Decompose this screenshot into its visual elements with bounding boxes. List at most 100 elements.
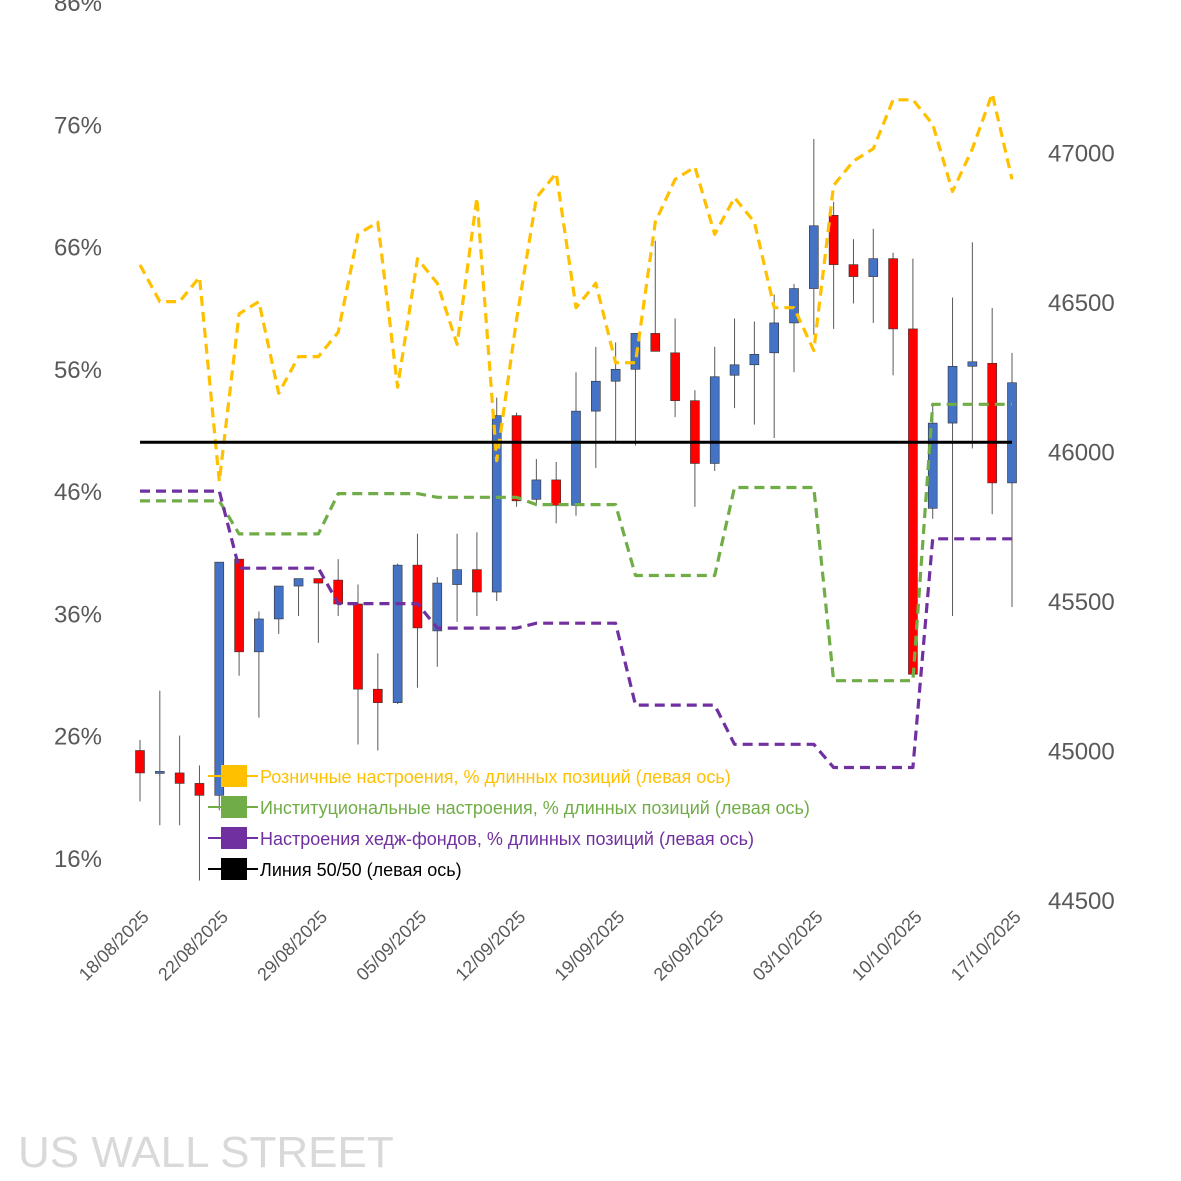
right-tick-label: 45500 [1048, 589, 1115, 616]
candle-body [868, 258, 879, 277]
legend-swatch [221, 858, 247, 880]
candle-body [194, 783, 205, 796]
legend-swatch [221, 796, 247, 818]
left-tick-label: 26% [54, 724, 102, 751]
candle-body [214, 561, 225, 796]
candle-body [551, 479, 561, 506]
left-tick-label: 16% [54, 846, 102, 873]
x-tick-label: 29/08/2025 [253, 907, 331, 985]
candle [908, 258, 918, 678]
candle-body [293, 578, 304, 587]
candle-body [709, 376, 720, 464]
legend-label: Линия 50/50 (левая ось) [260, 860, 462, 880]
candle [472, 532, 482, 616]
candle [452, 533, 462, 622]
candle [1007, 352, 1017, 607]
right-tick-label: 44500 [1048, 888, 1115, 915]
candle-body [809, 225, 819, 289]
candle [789, 284, 799, 373]
x-tick-label: 10/10/2025 [848, 907, 926, 985]
candle [254, 611, 264, 718]
candle-body [472, 569, 482, 593]
candle-body [888, 258, 898, 330]
candle-body [571, 410, 581, 506]
candle [194, 765, 205, 881]
candle-body [452, 569, 462, 585]
candle [392, 563, 403, 705]
candle [293, 578, 304, 616]
candle [333, 559, 343, 616]
candle-body [749, 354, 760, 366]
sentiment-lines [138, 92, 1014, 770]
candle-body [591, 380, 601, 412]
candle-body [828, 214, 839, 265]
legend-entry-hedge: Настроения хедж-фондов, % длинных позици… [208, 827, 754, 849]
left-tick-label: 66% [54, 235, 102, 262]
candle [729, 318, 740, 409]
candle [571, 372, 581, 516]
legend-entry-fifty: Линия 50/50 (левая ось) [208, 858, 462, 880]
candle [313, 578, 324, 643]
left-tick-label: 36% [54, 601, 102, 628]
candle [174, 735, 185, 826]
candlestick-series [135, 139, 1017, 881]
candle [828, 201, 839, 329]
candle [214, 561, 225, 811]
candle [491, 397, 502, 601]
candle-body [254, 618, 264, 653]
candle [353, 584, 363, 745]
right-tick-label: 46000 [1048, 440, 1115, 467]
candle [155, 690, 165, 826]
x-tick-label: 26/09/2025 [650, 907, 728, 985]
candle-body [630, 333, 641, 370]
candle [412, 533, 423, 688]
candle [709, 346, 720, 471]
legend-label: Институциональные настроения, % длинных … [260, 798, 810, 818]
candle-body [769, 322, 779, 354]
candle-body [135, 750, 145, 774]
right-tick-label: 46500 [1048, 290, 1115, 317]
candle [670, 318, 680, 418]
left-tick-label: 56% [54, 357, 102, 384]
candle [273, 585, 284, 634]
legend-label: Розничные настроения, % длинных позиций … [260, 767, 731, 787]
candle [809, 139, 819, 335]
candle [551, 461, 561, 524]
candle [749, 321, 760, 425]
left-axis: 16% 26% 36% 46% 56% 66% 76% 86% [54, 0, 102, 873]
candle [591, 346, 601, 468]
hedge-sentiment-line [140, 489, 1012, 770]
candle-body [848, 264, 859, 277]
candle [769, 294, 779, 439]
candle [987, 307, 997, 515]
candle-body [729, 364, 740, 376]
candle [234, 558, 244, 676]
candle-body [789, 288, 799, 324]
x-tick-label: 05/09/2025 [352, 907, 430, 985]
candle-body [650, 333, 661, 352]
candle-body [353, 603, 363, 690]
candle [967, 242, 978, 449]
legend-label: Настроения хедж-фондов, % длинных позици… [260, 829, 754, 849]
candle-body [967, 361, 978, 367]
candle [432, 577, 443, 667]
candle-body [491, 415, 502, 593]
candle-body [947, 365, 958, 424]
candle-body [432, 582, 443, 632]
right-axis: 44500 45000 45500 46000 46500 47000 [1048, 141, 1115, 916]
candle-body [392, 564, 403, 703]
x-tick-label: 19/09/2025 [551, 907, 629, 985]
candle [373, 653, 383, 751]
x-tick-label: 12/09/2025 [452, 907, 530, 985]
candle-body [511, 415, 522, 502]
legend-swatch [221, 827, 247, 849]
candle-body [412, 564, 423, 629]
left-tick-label: 76% [54, 112, 102, 139]
footer-title: US WALL STREET [18, 1128, 394, 1177]
candle [531, 458, 542, 506]
right-tick-label: 47000 [1048, 141, 1115, 168]
candle [888, 252, 898, 376]
candle-body [531, 479, 542, 500]
candle-body [610, 368, 621, 382]
